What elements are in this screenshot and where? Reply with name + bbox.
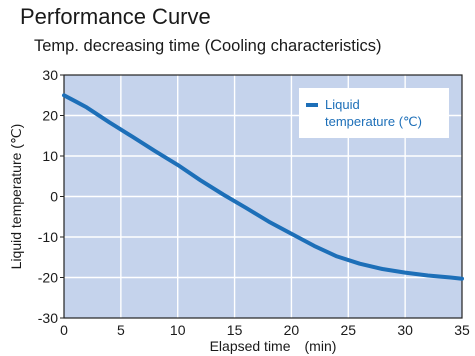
x-tick-label: 5 (117, 322, 125, 338)
page-title: Performance Curve (20, 4, 211, 29)
legend: Liquid temperature (℃) (299, 88, 449, 138)
chart-title: Temp. decreasing time (Cooling character… (34, 37, 382, 55)
x-tick-label: 15 (227, 322, 243, 338)
series-lines (62, 93, 464, 281)
y-tick-label: 10 (42, 148, 58, 164)
y-tick-label: 0 (50, 189, 58, 205)
x-tick-label: 25 (340, 322, 356, 338)
y-tick-label: -30 (38, 310, 58, 326)
x-tick-label: 35 (454, 322, 470, 338)
legend-label: Liquid temperature (℃) (325, 97, 422, 129)
y-axis-label: Liquid temperature (℃) (8, 124, 24, 270)
x-tick-label: 10 (170, 322, 186, 338)
series-line-0 (62, 93, 464, 281)
legend-swatch (306, 103, 318, 107)
x-tick-label: 30 (397, 322, 413, 338)
x-tick-label: 20 (284, 322, 300, 338)
y-tick-label: -20 (38, 270, 58, 286)
x-axis-label: Elapsed time (min) (210, 338, 337, 354)
x-tick-label: 0 (60, 322, 68, 338)
legend-box (299, 88, 449, 138)
y-tick-label: 20 (42, 108, 58, 124)
y-tick-label: 30 (42, 67, 58, 83)
y-tick-label: -10 (38, 229, 58, 245)
axis-ticks: 0 5 10 15 20 25 30 35 30 20 10 0 -10 -20 -30 (38, 67, 470, 338)
